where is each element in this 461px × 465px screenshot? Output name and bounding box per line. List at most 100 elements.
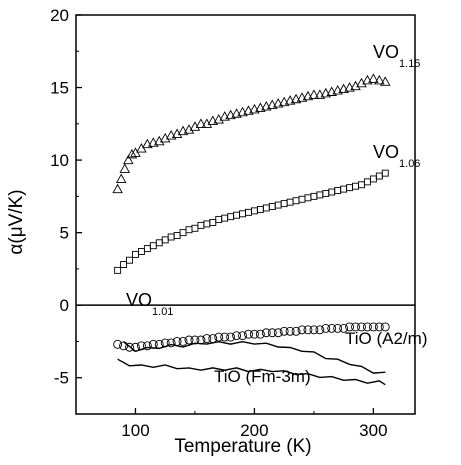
data-point [279,326,289,336]
series-1 [114,169,389,274]
data-point [209,219,217,226]
data-point [296,92,308,102]
data-point [231,108,242,118]
data-point [239,210,246,218]
data-point [190,335,200,345]
data-point [221,214,229,222]
data-point [374,322,384,332]
data-point [220,332,230,342]
data-point [184,335,194,345]
data-point [303,325,313,335]
data-point [249,103,260,114]
data-point [185,226,193,234]
data-point [346,184,354,192]
data-point [362,322,372,332]
data-point [315,325,325,335]
data-point [374,74,385,85]
data-point [286,198,294,206]
data-point [284,95,296,105]
data-point [208,334,218,344]
plot-frame [75,14,416,415]
data-point [322,190,330,197]
data-point [358,181,365,189]
data-point [310,192,318,200]
data-point [126,148,138,159]
data-point [368,73,379,83]
data-point [321,323,331,333]
data-point [203,220,211,228]
data-point [114,266,122,274]
data-point [165,129,177,140]
data-point [326,86,338,96]
data-point [125,342,134,352]
data-point [255,102,266,112]
data-point [268,203,276,210]
data-point [120,261,128,269]
data-point [250,207,258,215]
data-point [274,201,282,209]
y-tick-label: 15 [50,79,69,98]
series-0 [112,73,391,194]
y-tick-label: 5 [60,224,69,243]
data-point [126,256,133,264]
data-point [272,98,284,108]
data-point [233,211,241,219]
data-point [166,338,176,348]
data-point [314,89,326,99]
data-point [381,169,389,177]
data-point [178,337,188,346]
data-point [302,90,314,101]
data-point [255,329,265,339]
data-point [332,85,343,95]
data-point [298,195,306,203]
data-point [161,236,169,244]
data-point [262,204,270,212]
data-point [285,326,295,336]
data-point [369,175,377,183]
data-point [142,341,152,351]
data-point [179,229,187,237]
data-point [375,172,383,180]
data-point [113,339,123,349]
data-point [202,334,212,344]
data-point [352,182,359,190]
data-point [261,328,271,338]
data-point [351,322,360,332]
y-tick-label: 20 [50,6,69,25]
data-point [243,105,254,115]
y-tick-label: 10 [50,151,69,170]
data-point [143,245,151,253]
y-axis-label: α(μV/K) [6,189,27,254]
data-point [339,323,349,333]
data-point [148,137,159,147]
series-label-vo101: VO1.01 [126,290,173,318]
data-point [227,213,235,221]
data-point [256,205,264,213]
series-label-tio-fm3m: TiO (Fm-3m) [214,367,311,386]
data-point [142,138,153,149]
data-point [357,322,366,332]
data-point [291,326,301,336]
data-point [327,323,337,333]
data-point [267,328,277,338]
data-point [380,322,390,332]
data-point [368,322,378,332]
data-point [328,188,336,196]
data-point [155,239,163,247]
data-point [278,96,290,107]
data-point [309,325,319,335]
series-line [123,340,386,374]
data-point [207,115,219,125]
data-point [292,197,300,205]
data-point [249,329,259,339]
data-point [340,185,348,193]
data-point [379,76,391,86]
data-point [244,329,253,339]
data-point [238,331,247,341]
data-point [112,183,123,194]
data-point [173,232,181,239]
data-point [132,250,139,258]
data-point [226,332,236,342]
series-4 [117,358,386,386]
